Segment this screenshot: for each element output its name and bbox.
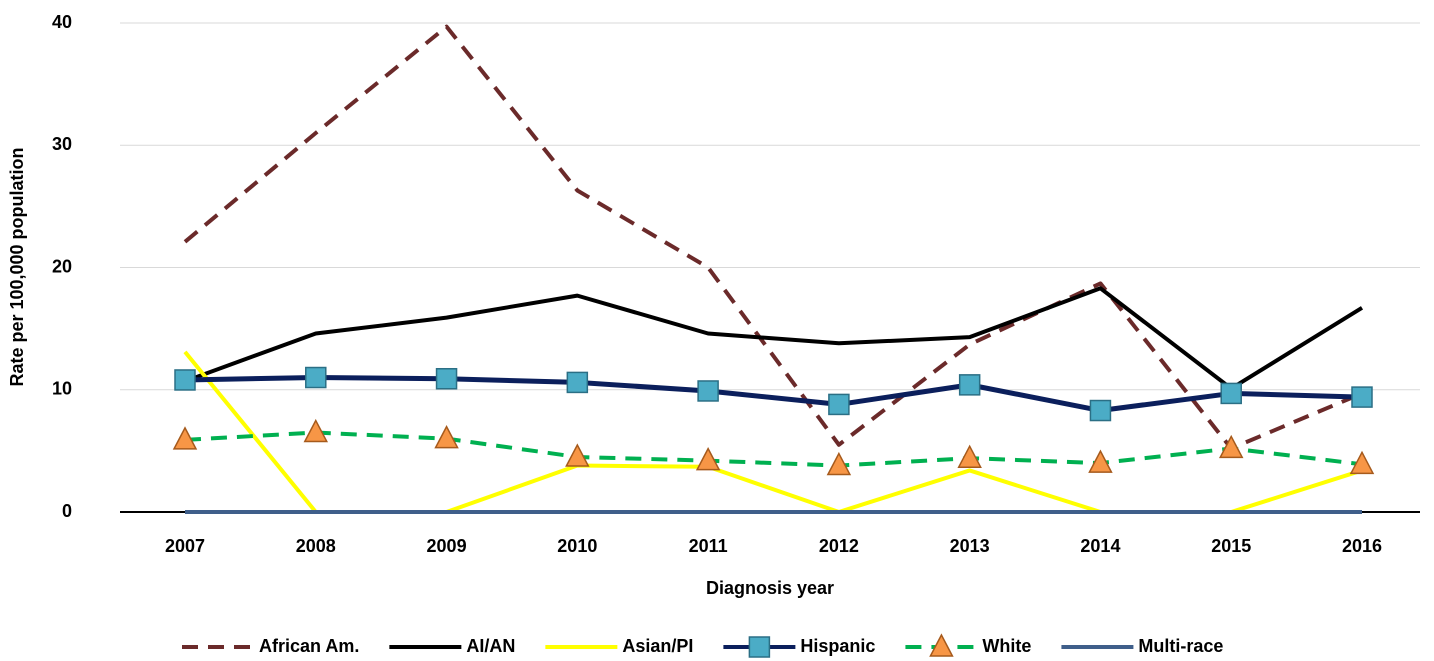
legend-item: Hispanic <box>723 636 875 658</box>
x-tick-label: 2014 <box>1080 536 1120 556</box>
marker <box>1349 450 1375 475</box>
line <box>184 375 1363 414</box>
x-tick-label: 2008 <box>296 536 336 556</box>
marker <box>174 369 196 391</box>
y-tick-label: 30 <box>52 134 72 154</box>
x-tick-label: 2009 <box>427 536 467 556</box>
x-tick-label: 2010 <box>557 536 597 556</box>
legend-item: Multi-race <box>1061 636 1223 656</box>
marker <box>929 633 954 657</box>
y-tick-label: 40 <box>52 12 72 32</box>
marker <box>697 380 719 402</box>
x-tick-label: 2015 <box>1211 536 1251 556</box>
y-tick-label: 10 <box>52 379 72 399</box>
marker <box>1351 386 1373 408</box>
legend-label: AI/AN <box>466 636 515 656</box>
legend-label: Hispanic <box>800 636 875 656</box>
x-tick-label: 2007 <box>165 536 205 556</box>
series <box>183 24 1363 451</box>
marker <box>695 447 721 471</box>
marker <box>435 367 458 390</box>
marker <box>748 636 771 658</box>
series <box>184 286 1364 391</box>
legend-item: White <box>905 633 1031 657</box>
y-tick-label: 0 <box>62 501 72 521</box>
marker <box>565 443 590 467</box>
x-tick-label: 2012 <box>819 536 859 556</box>
series <box>174 366 1373 422</box>
marker <box>828 393 850 416</box>
x-tick-label: 2013 <box>950 536 990 556</box>
legend-label: Asian/PI <box>622 636 693 656</box>
marker <box>1088 449 1113 473</box>
x-axis-title: Diagnosis year <box>706 578 834 598</box>
marker <box>1220 382 1242 405</box>
legend-item: African Am. <box>182 636 359 656</box>
marker <box>826 451 852 476</box>
line <box>184 286 1364 391</box>
legend-item: Asian/PI <box>545 636 693 656</box>
y-axis-title: Rate per 100,000 population <box>7 147 27 386</box>
legend-label: White <box>982 636 1031 656</box>
marker <box>1089 399 1112 422</box>
marker <box>957 444 982 468</box>
legend-label: Multi-race <box>1138 636 1223 656</box>
marker <box>434 425 459 449</box>
series <box>172 418 1375 476</box>
legend-item: AI/AN <box>389 636 515 656</box>
line <box>184 430 1363 468</box>
x-tick-label: 2011 <box>689 536 728 556</box>
marker <box>566 371 589 394</box>
marker <box>1218 434 1244 459</box>
marker <box>303 418 329 443</box>
legend-label: African Am. <box>259 636 359 656</box>
marker <box>172 426 198 450</box>
line <box>183 24 1363 451</box>
x-tick-label: 2016 <box>1342 536 1382 556</box>
marker <box>958 374 981 396</box>
y-tick-label: 20 <box>52 256 72 276</box>
marker <box>305 366 327 389</box>
